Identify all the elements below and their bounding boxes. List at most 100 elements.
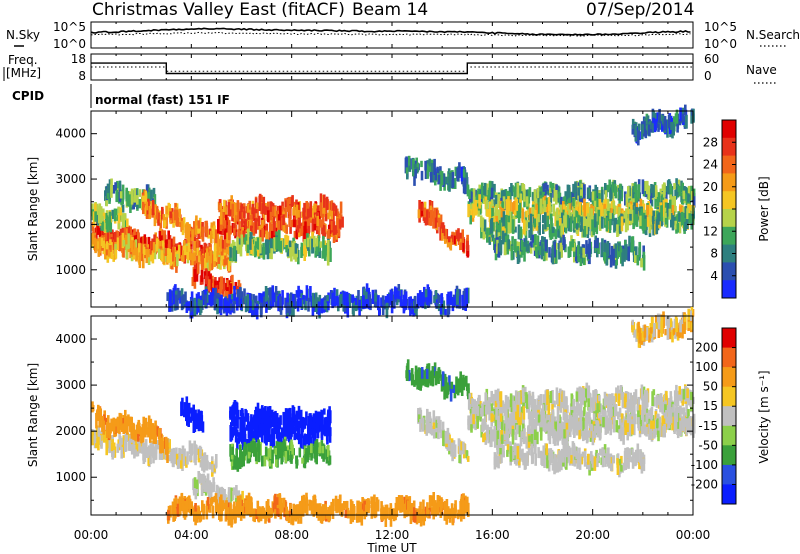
data-cell — [236, 415, 239, 429]
data-cell — [596, 237, 599, 249]
data-cell — [381, 295, 385, 306]
data-cell — [542, 224, 545, 234]
data-cell — [332, 231, 336, 243]
data-cell — [214, 287, 217, 302]
data-cell — [166, 292, 169, 302]
data-cell — [151, 200, 155, 216]
data-cell — [336, 217, 339, 230]
data-cell — [271, 419, 274, 428]
data-cell — [483, 182, 487, 196]
data-cell — [476, 203, 480, 212]
data-cell — [173, 285, 176, 298]
data-cell — [223, 220, 227, 229]
data-cell — [420, 367, 424, 379]
data-cell — [442, 173, 445, 187]
data-cell — [674, 186, 678, 199]
data-cell — [265, 410, 268, 418]
data-cell — [289, 413, 292, 424]
data-cell — [462, 377, 466, 391]
data-cell — [140, 243, 143, 256]
data-cell — [236, 289, 240, 301]
data-cell — [312, 431, 316, 439]
data-cell — [304, 299, 307, 311]
data-cell — [239, 296, 243, 310]
data-cell — [186, 222, 189, 230]
data-cell — [235, 202, 238, 210]
data-cell — [494, 195, 498, 206]
data-cell — [426, 289, 429, 305]
data-cell — [94, 240, 98, 252]
data-cell — [321, 445, 325, 454]
data-cell — [181, 255, 184, 262]
data-cell — [147, 421, 150, 438]
data-cell — [307, 297, 310, 312]
data-cell — [272, 412, 275, 419]
data-cell — [119, 191, 123, 199]
data-cell — [235, 448, 238, 463]
data-cell — [198, 472, 201, 484]
data-cell — [534, 234, 537, 246]
data-cell — [639, 199, 643, 206]
data-cell — [288, 240, 292, 251]
data-cell — [237, 244, 240, 254]
data-cell — [325, 449, 329, 464]
data-cell — [147, 198, 150, 215]
data-cell — [518, 185, 521, 201]
data-cell — [529, 213, 533, 229]
data-cell — [243, 210, 246, 219]
data-cell — [438, 369, 442, 378]
data-cell — [421, 292, 425, 309]
data-cell — [208, 484, 211, 500]
data-cell — [225, 300, 229, 316]
data-cell — [247, 442, 251, 452]
data-cell — [643, 218, 647, 231]
data-cell — [682, 206, 686, 218]
data-cell — [168, 455, 171, 462]
data-cell — [434, 218, 437, 228]
data-cell — [279, 240, 282, 253]
data-cell — [577, 255, 581, 263]
data-cell — [213, 296, 217, 311]
data-cell — [563, 225, 566, 232]
data-cell — [92, 211, 96, 227]
data-cell — [209, 230, 213, 244]
data-cell — [173, 209, 177, 221]
data-cell — [432, 214, 435, 229]
data-cell — [234, 224, 238, 232]
freq-tick-top: 18 — [71, 52, 86, 66]
data-cell — [242, 446, 246, 457]
data-cell — [111, 444, 114, 460]
data-cell — [95, 425, 99, 437]
data-cell — [205, 222, 209, 238]
data-cell — [567, 218, 571, 232]
data-cell — [288, 305, 292, 313]
data-cell — [656, 112, 660, 128]
data-cell — [94, 211, 97, 222]
data-cell — [456, 231, 459, 240]
data-cell — [298, 220, 301, 229]
data-cell — [498, 236, 502, 252]
data-cell — [206, 486, 210, 494]
data-cell — [95, 203, 99, 215]
data-cell — [653, 112, 657, 119]
data-cell — [663, 182, 666, 198]
data-cell — [444, 176, 448, 185]
data-cell — [209, 292, 212, 306]
data-cell — [117, 206, 120, 216]
data-cell — [216, 280, 219, 288]
data-cell — [191, 277, 195, 287]
data-cell — [253, 237, 256, 247]
data-cell — [440, 429, 443, 439]
data-cell — [692, 188, 696, 197]
data-cell — [661, 211, 665, 222]
data-cell — [536, 235, 540, 251]
data-cell — [533, 218, 537, 228]
data-cell — [523, 188, 526, 202]
data-cell — [261, 228, 264, 242]
data-cell — [495, 229, 499, 242]
data-cell — [581, 247, 584, 254]
data-cell — [462, 237, 465, 252]
data-cell — [339, 298, 342, 308]
data-cell — [279, 296, 282, 312]
data-cell — [628, 208, 632, 219]
